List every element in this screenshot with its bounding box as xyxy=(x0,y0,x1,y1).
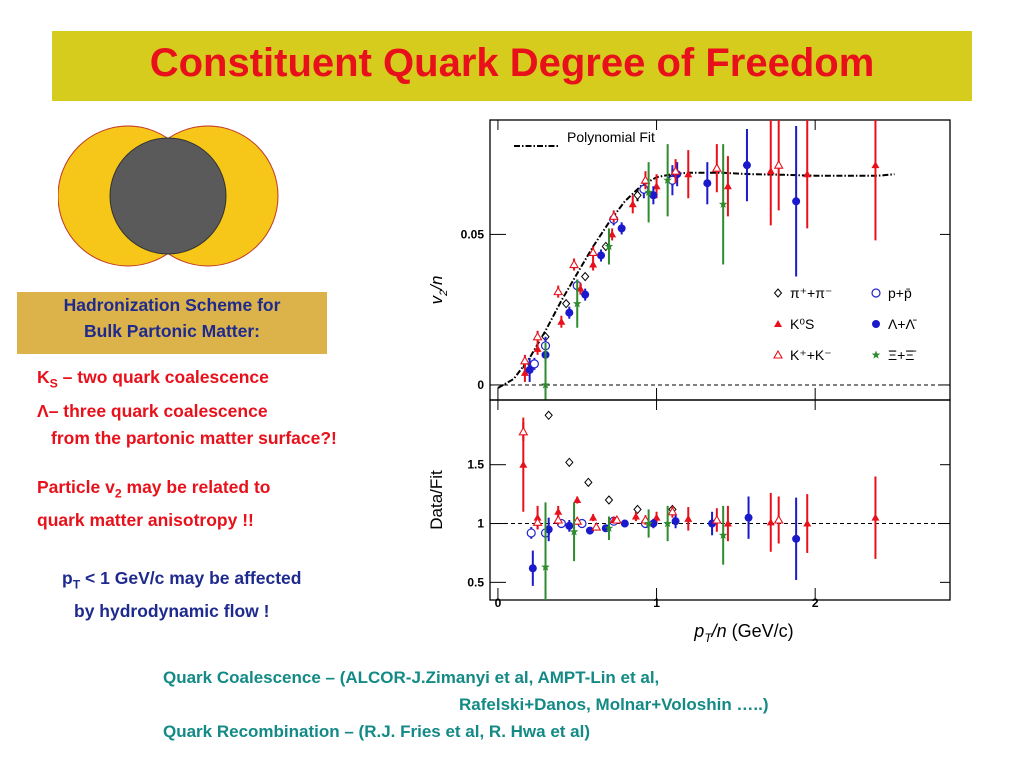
lower-data-point xyxy=(632,512,640,519)
fit-legend-label: Polynomial Fit xyxy=(567,129,655,145)
ref-line-1: Quark Coalescence – (ALCOR-J.Zimanyi et … xyxy=(163,664,769,691)
lower-data-point xyxy=(605,496,612,504)
lower-data-point xyxy=(566,458,573,466)
pt-note: pT < 1 GeV/c may be affected xyxy=(62,565,301,598)
upper-data-point xyxy=(582,273,589,281)
x-axis-label: pT/n (GeV/c) xyxy=(693,621,793,645)
lower-data-point xyxy=(792,535,800,543)
upper-data-point xyxy=(775,161,783,168)
legend-marker xyxy=(872,320,880,328)
references: Quark Coalescence – (ALCOR-J.Zimanyi et … xyxy=(163,664,769,745)
lower-data-point xyxy=(871,514,879,521)
lower-data-point xyxy=(519,461,527,468)
upper-y-axis-label: v2/n xyxy=(427,276,450,305)
lower-data-point xyxy=(519,428,527,435)
legend-marker xyxy=(774,320,782,327)
upper-data-point xyxy=(581,291,589,299)
legend-marker xyxy=(872,289,880,297)
upper-data-point xyxy=(803,170,811,177)
upper-data-point xyxy=(521,357,529,364)
lower-y-tick-label: 1 xyxy=(477,517,484,531)
particle-note: Particle v2 may be related to xyxy=(37,474,337,508)
upper-data-point xyxy=(767,167,775,174)
lower-data-point xyxy=(684,515,692,522)
upper-data-point xyxy=(703,179,711,187)
legend-label: Λ+Λ̄ xyxy=(888,316,917,332)
hydro-note: by hydrodynamic flow ! xyxy=(62,598,301,624)
x-tick-label: 0 xyxy=(495,596,502,610)
upper-data-point xyxy=(554,288,562,295)
coalescence-notes: KS – two quark coalescence Λ– three quar… xyxy=(37,364,337,534)
legend-label: p+p̄ xyxy=(888,285,912,301)
ref-line-3: Quark Recombination – (R.J. Fries et al,… xyxy=(163,718,769,745)
lower-data-point xyxy=(621,520,629,528)
upper-data-point xyxy=(792,197,800,205)
v2-chart: 0 0.05 Polynomial Fit 0.5 1 1.5 π⁺+π⁻ p+p̄ K⁰S Λ+… xyxy=(410,110,960,650)
lower-data-point xyxy=(554,508,562,515)
legend-label: K⁰S xyxy=(790,316,814,332)
scheme-box: Hadronization Scheme for Bulk Partonic M… xyxy=(17,292,327,354)
lower-y-tick-label: 1.5 xyxy=(467,458,484,472)
lower-data-point xyxy=(672,517,680,525)
lower-y-axis-label: Data/Fit xyxy=(427,470,446,530)
lower-data-point xyxy=(713,516,721,523)
polynomial-fit-curve xyxy=(498,173,895,388)
upper-data-point xyxy=(871,161,879,168)
upper-data-point xyxy=(570,261,578,268)
overlap-core xyxy=(110,138,226,254)
slide-title: Constituent Quark Degree of Freedom xyxy=(52,41,972,86)
upper-data-point xyxy=(563,300,570,308)
upper-data-point xyxy=(713,164,721,171)
overlap-diagram xyxy=(58,116,288,286)
lower-y-tick-label: 0.5 xyxy=(467,575,484,589)
legend-label: Ξ+Ξ̄ xyxy=(888,347,916,363)
lower-data-point xyxy=(565,522,573,530)
lower-data-point xyxy=(803,520,811,527)
x-tick-label: 1 xyxy=(653,596,660,610)
lower-data-point xyxy=(585,478,592,486)
upper-y-tick-label: 0.05 xyxy=(461,227,485,241)
upper-data-point xyxy=(597,251,605,259)
scheme-line-2: Bulk Partonic Matter: xyxy=(17,318,327,344)
upper-data-point xyxy=(618,224,626,232)
scheme-line-1: Hadronization Scheme for xyxy=(17,292,327,318)
lower-data-point xyxy=(589,514,597,521)
upper-y-tick-label: 0 xyxy=(477,378,484,392)
lower-data-point xyxy=(592,523,600,530)
upper-panel-frame xyxy=(490,120,950,400)
hydro-notes: pT < 1 GeV/c may be affected by hydrodyn… xyxy=(62,565,301,624)
lower-data-point xyxy=(529,564,537,572)
upper-data-point xyxy=(557,318,565,325)
anisotropy-note: quark matter anisotropy !! xyxy=(37,507,337,534)
lambda-note: Λ– three quark coalescence xyxy=(37,398,337,425)
legend-label: π⁺+π⁻ xyxy=(790,285,832,301)
title-bar: Constituent Quark Degree of Freedom xyxy=(52,31,972,101)
lower-data-point xyxy=(573,496,581,503)
legend-marker xyxy=(774,351,782,358)
lower-data-point xyxy=(767,518,775,525)
lower-data-point xyxy=(745,514,753,522)
upper-data-point xyxy=(724,182,732,189)
lower-data-point xyxy=(545,411,552,419)
upper-data-point xyxy=(526,366,534,374)
lower-data-point xyxy=(527,529,535,537)
upper-data-point xyxy=(589,261,597,268)
upper-data-point xyxy=(629,200,637,207)
ks-note: KS – two quark coalescence xyxy=(37,364,337,398)
upper-data-point xyxy=(534,333,542,340)
lower-panel-frame xyxy=(490,400,950,600)
upper-data-point xyxy=(565,309,573,317)
lower-data-point xyxy=(775,516,783,523)
legend-marker xyxy=(775,289,782,297)
upper-data-point xyxy=(743,161,751,169)
ref-line-2: Rafelski+Danos, Molnar+Voloshin …..) xyxy=(163,691,769,718)
x-tick-label: 2 xyxy=(812,596,819,610)
legend-marker xyxy=(872,351,881,359)
surface-note: from the partonic matter surface?! xyxy=(37,425,337,452)
legend-label: K⁺+K⁻ xyxy=(790,347,832,363)
